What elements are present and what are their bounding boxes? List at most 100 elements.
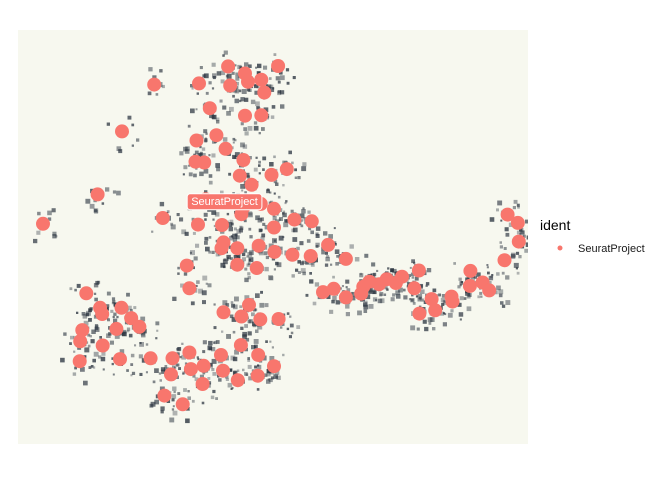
spot-point — [511, 234, 526, 249]
tissue-speck — [257, 324, 263, 330]
spot-point — [230, 373, 245, 388]
tissue-speck — [94, 324, 98, 328]
tissue-speck — [181, 342, 184, 345]
tissue-speck — [363, 309, 368, 313]
tissue-speck — [253, 339, 259, 344]
tissue-speck — [438, 293, 441, 297]
tissue-speck — [91, 329, 96, 334]
tissue-speck — [248, 257, 254, 263]
tissue-speck — [265, 84, 268, 87]
spot-point — [232, 168, 247, 183]
tissue-speck — [333, 227, 336, 230]
tissue-speck — [321, 250, 325, 255]
tissue-speck — [345, 279, 350, 284]
tissue-speck — [513, 199, 518, 204]
spot-point — [412, 306, 427, 321]
tissue-speck — [215, 163, 220, 168]
tissue-speck — [182, 173, 185, 176]
tissue-speck — [235, 76, 240, 81]
tissue-speck — [372, 290, 376, 294]
tissue-speck — [302, 162, 307, 167]
spot-point — [202, 101, 217, 116]
tissue-speck — [226, 78, 229, 80]
tissue-speck — [173, 390, 176, 394]
tissue-speck — [189, 251, 192, 254]
tissue-speck — [425, 282, 430, 286]
spot-point — [264, 167, 279, 182]
tissue-speck — [442, 322, 447, 327]
tissue-speck — [277, 80, 281, 84]
tissue-speck — [264, 303, 269, 308]
tissue-speck — [170, 224, 176, 230]
tissue-speck — [273, 179, 278, 184]
tissue-speck — [289, 315, 292, 318]
spot-point — [234, 309, 249, 324]
tissue-speck — [97, 280, 101, 284]
tissue-speck — [233, 227, 237, 231]
legend-label-seuratproject: SeuratProject — [578, 243, 645, 255]
tissue-speck — [443, 312, 446, 315]
tissue-speck — [272, 238, 277, 244]
tissue-speck — [245, 373, 249, 376]
tissue-speck — [513, 262, 519, 268]
tissue-speck — [85, 198, 91, 204]
tissue-speck — [47, 217, 52, 221]
tissue-speck — [253, 308, 257, 312]
tissue-speck — [315, 234, 320, 238]
tissue-speck — [364, 253, 369, 258]
tissue-speck — [432, 327, 436, 331]
tissue-speck — [172, 296, 177, 301]
tissue-speck — [232, 304, 238, 310]
tissue-speck — [73, 335, 76, 339]
tissue-speck — [305, 293, 309, 297]
tissue-speck — [93, 283, 99, 288]
spot-point — [72, 354, 87, 369]
tissue-speck — [410, 272, 415, 276]
tissue-speck — [92, 366, 96, 369]
tissue-speck — [246, 255, 249, 258]
tissue-speck — [247, 357, 250, 360]
tissue-speck — [176, 352, 180, 356]
spot-point — [195, 377, 210, 391]
tissue-speck — [363, 304, 369, 310]
tissue-speck — [196, 356, 199, 359]
tissue-speck — [208, 340, 213, 346]
tissue-speck — [479, 291, 483, 295]
tissue-speck — [235, 81, 239, 86]
tissue-speck — [269, 87, 275, 92]
tissue-speck — [302, 271, 306, 276]
tissue-speck — [166, 210, 170, 213]
tissue-speck — [208, 250, 212, 254]
tissue-speck — [191, 217, 195, 221]
tissue-speck — [285, 200, 288, 203]
tissue-speck — [395, 290, 401, 296]
tissue-speck — [275, 375, 278, 379]
tissue-speck — [230, 257, 233, 260]
tissue-speck — [172, 386, 177, 391]
tissue-speck — [490, 275, 493, 279]
tissue-speck — [181, 354, 186, 360]
cluster-label-box — [186, 193, 263, 211]
tissue-speck — [130, 308, 133, 312]
tissue-speck — [418, 296, 422, 300]
tissue-speck — [106, 122, 110, 126]
tissue-speck — [198, 288, 203, 294]
tissue-speck — [386, 288, 389, 291]
tissue-speck — [232, 370, 238, 376]
tissue-speck — [130, 353, 135, 358]
spot-point — [155, 211, 170, 225]
tissue-speck — [254, 344, 258, 349]
tissue-speck — [510, 254, 516, 259]
tissue-speck — [177, 272, 180, 275]
tissue-speck — [260, 290, 263, 294]
tissue-speck — [214, 212, 220, 217]
tissue-speck — [305, 260, 309, 265]
tissue-speck — [190, 108, 195, 114]
spot-point — [497, 253, 512, 268]
tissue-speck — [247, 272, 251, 276]
tissue-speck — [269, 356, 275, 361]
spot-point — [254, 108, 269, 123]
tissue-speck — [254, 84, 258, 89]
tissue-speck — [247, 262, 251, 266]
